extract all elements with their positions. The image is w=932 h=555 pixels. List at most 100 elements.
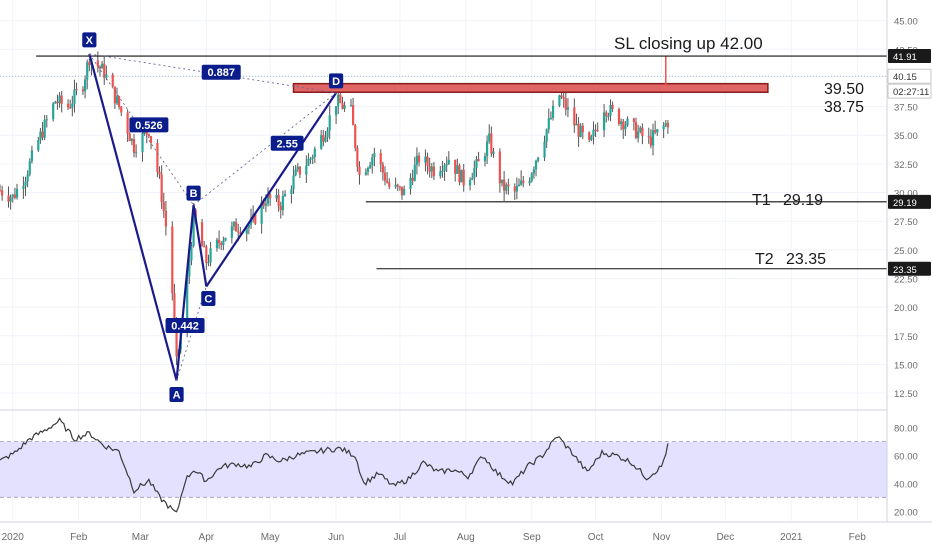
pattern-diagonal-BD <box>193 92 337 206</box>
candle-body <box>607 115 610 117</box>
price-tick-label: 30.00 <box>894 189 918 200</box>
pattern-diagonal-AC <box>176 286 207 381</box>
candle-body <box>322 135 325 142</box>
candle-body <box>45 119 48 121</box>
candle-body <box>651 130 655 146</box>
pattern-point-X: X <box>82 32 97 48</box>
candle-body <box>30 150 34 162</box>
candle-body <box>186 276 189 333</box>
price-tick-label: 22.50 <box>894 274 918 285</box>
candle-body <box>426 156 429 167</box>
pattern-point-B: B <box>186 185 201 201</box>
candle-body <box>386 180 389 183</box>
candle-body <box>639 127 642 132</box>
price-tag-label: 29.19 <box>893 198 917 209</box>
candle-body <box>371 157 374 166</box>
candle-body <box>498 151 501 184</box>
candle-body <box>98 66 102 69</box>
time-tick-label: Feb <box>70 532 88 543</box>
candle-body <box>413 164 416 181</box>
candle-body <box>7 195 10 202</box>
rsi-tick-label: 40.00 <box>894 479 918 490</box>
candle-body <box>277 194 280 206</box>
pattern-diagonal-XD <box>89 53 337 94</box>
candle-body <box>275 194 278 199</box>
candle-body <box>602 112 606 131</box>
ratio-label-text: 0.442 <box>171 320 199 332</box>
candle-body <box>456 165 459 174</box>
candle-body <box>558 95 561 106</box>
candle-body <box>279 205 282 211</box>
candle-body <box>147 134 150 137</box>
candle-body <box>617 108 621 125</box>
candle-body <box>354 125 357 148</box>
candle-body <box>313 148 316 158</box>
candle-body <box>460 169 463 183</box>
pattern-leg-XA <box>88 53 178 381</box>
candle-body <box>573 107 576 126</box>
candle-body <box>441 171 444 173</box>
candle-body <box>115 96 119 104</box>
candle-body <box>71 103 74 108</box>
candle-body <box>634 121 638 139</box>
pattern-point-B-bg <box>186 185 201 201</box>
candle-body <box>411 177 414 181</box>
candle-body <box>577 123 580 137</box>
candle-body <box>364 172 367 175</box>
price-tick-label: 12.50 <box>894 389 918 400</box>
time-axis[interactable]: 2020 Feb Mar Apr May Jun Jul Aug Sep Oct Nov Dec 202… <box>0 521 932 543</box>
candle-body <box>217 239 221 243</box>
candle-body <box>486 141 489 157</box>
candle-body <box>75 89 78 91</box>
candle-body <box>160 174 163 203</box>
candle-body <box>0 190 2 192</box>
stop-loss-annotation: SL closing up 42.00 <box>614 34 763 53</box>
pattern-point-C: C <box>201 291 216 307</box>
candle-body <box>507 184 510 187</box>
candle-body <box>22 186 25 189</box>
candle-body <box>309 158 312 160</box>
time-tick-label: Apr <box>199 532 215 543</box>
price-tag-label: 40.15 <box>893 72 917 83</box>
price-tick-label: 37.50 <box>894 103 918 114</box>
ratio-label: 0.526 <box>129 117 169 133</box>
sell-zone <box>292 82 769 94</box>
candle-body <box>324 137 327 142</box>
candle-body <box>447 159 450 164</box>
candle-body <box>398 186 401 188</box>
candle-body <box>96 60 99 67</box>
candle-body <box>566 107 570 110</box>
candle-body <box>164 210 168 227</box>
candle-body <box>388 182 391 187</box>
candle-body <box>483 156 487 162</box>
candle-body <box>118 96 121 107</box>
price-tick-label: 27.50 <box>894 217 918 228</box>
candle-body <box>311 157 314 159</box>
price-tag-bg <box>888 49 931 64</box>
candle-body <box>594 129 597 131</box>
candle-body <box>547 118 550 130</box>
candle-body <box>383 172 387 181</box>
candle-body <box>500 179 504 184</box>
candle-body <box>543 141 546 158</box>
candle-body <box>209 248 212 263</box>
candle-body <box>396 184 399 187</box>
rsi-band <box>0 441 887 498</box>
candle-body <box>439 171 442 177</box>
candle-body <box>530 173 533 181</box>
candle-body <box>103 63 106 78</box>
candle-body <box>403 188 406 196</box>
candle-body <box>417 155 421 163</box>
candle-body <box>522 180 525 184</box>
candle-body <box>490 133 493 154</box>
candle-body <box>52 103 55 120</box>
pattern-point-C-text: C <box>204 294 212 306</box>
candle-body <box>471 177 474 180</box>
pattern-point-C-bg <box>201 291 216 307</box>
candle-body <box>562 97 565 99</box>
candle-body <box>564 98 567 110</box>
candle-body <box>266 194 270 204</box>
price-axis[interactable]: 45.0042.5040.1537.5035.0032.5030.0027.50… <box>886 0 932 522</box>
